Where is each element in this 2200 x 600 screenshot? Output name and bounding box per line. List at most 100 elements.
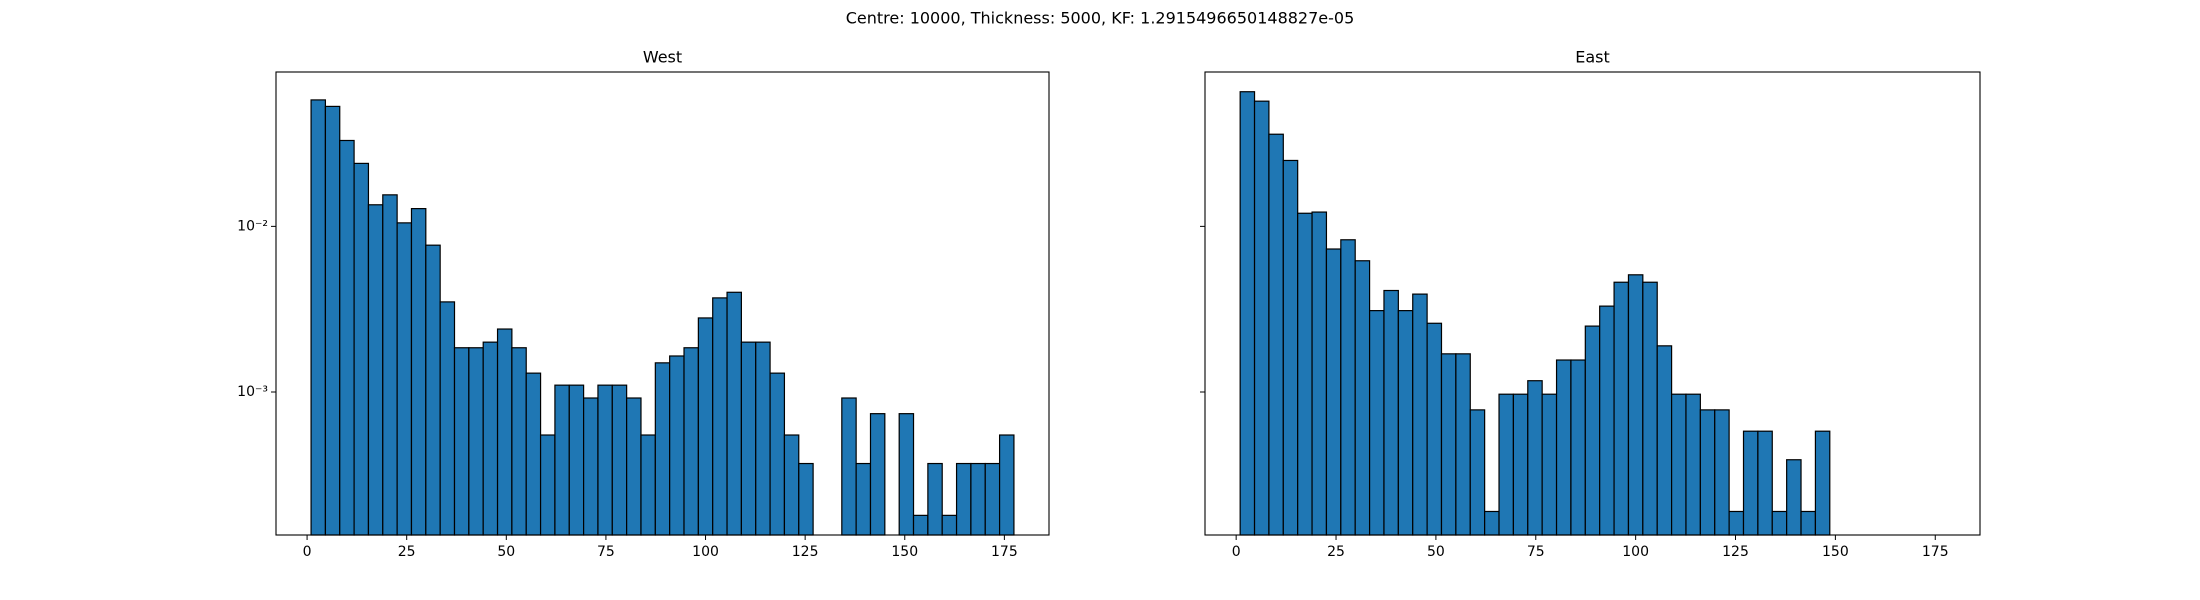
bar xyxy=(697,317,714,536)
bar xyxy=(755,341,771,536)
bar xyxy=(640,434,656,536)
bar xyxy=(1714,409,1730,536)
bar xyxy=(1728,510,1745,536)
bar xyxy=(425,244,441,536)
x-tick-label: 100 xyxy=(692,544,719,560)
bar xyxy=(1368,310,1385,536)
bar xyxy=(1397,310,1414,536)
x-tick-label: 100 xyxy=(1622,544,1649,560)
x-tick-label: 50 xyxy=(497,544,515,560)
bar xyxy=(1340,239,1356,536)
bar xyxy=(1426,322,1443,536)
bar xyxy=(1297,212,1313,536)
bar xyxy=(1455,353,1471,536)
axes-frame xyxy=(275,71,1050,536)
bar xyxy=(869,413,886,536)
bar xyxy=(468,347,484,536)
bar xyxy=(583,397,599,536)
bar xyxy=(496,328,513,536)
bar xyxy=(669,355,685,536)
bar xyxy=(798,462,814,536)
bar xyxy=(712,297,728,536)
x-tick-label: 125 xyxy=(1722,544,1749,560)
bar xyxy=(511,347,527,536)
bar xyxy=(396,222,413,536)
bar xyxy=(568,384,585,536)
bar xyxy=(783,434,800,536)
bar xyxy=(740,341,757,536)
bar xyxy=(1613,281,1630,536)
bar xyxy=(998,434,1015,536)
y-tick-label: 10⁻³ xyxy=(237,384,268,400)
bar xyxy=(841,397,857,536)
bar xyxy=(1814,430,1831,536)
bar xyxy=(855,462,872,536)
bar xyxy=(769,372,786,536)
bar xyxy=(439,301,456,536)
bar xyxy=(1555,359,1572,536)
bar xyxy=(1685,393,1701,536)
x-tick-label: 50 xyxy=(1427,544,1445,560)
axes-title: West xyxy=(643,48,682,67)
bar xyxy=(654,362,671,536)
bar xyxy=(898,413,915,536)
bar xyxy=(927,462,943,536)
bar xyxy=(1469,409,1486,536)
bar xyxy=(683,347,699,536)
bar xyxy=(382,194,398,536)
bar xyxy=(525,372,542,536)
bar xyxy=(726,291,742,536)
axes-title: East xyxy=(1575,48,1610,67)
x-tick-label: 175 xyxy=(991,544,1018,560)
bar xyxy=(1541,393,1558,536)
x-tick-label: 150 xyxy=(1822,544,1849,560)
bar xyxy=(984,462,1001,536)
bar xyxy=(912,514,929,536)
bar xyxy=(353,162,370,536)
bar xyxy=(970,462,986,536)
bar xyxy=(1642,281,1658,536)
bar xyxy=(1599,305,1615,536)
bar xyxy=(1268,133,1284,536)
bar xyxy=(1440,353,1457,536)
bar xyxy=(554,384,570,536)
x-tick-label: 75 xyxy=(597,544,615,560)
bar xyxy=(1757,430,1773,536)
bar xyxy=(1699,409,1716,536)
x-tick-label: 25 xyxy=(1327,544,1345,560)
axes-frame xyxy=(1204,71,1981,536)
bar xyxy=(1627,274,1644,536)
bar xyxy=(1383,289,1399,536)
bar xyxy=(310,99,327,536)
bar xyxy=(1527,380,1543,536)
x-tick-label: 25 xyxy=(398,544,416,560)
bar xyxy=(1354,260,1371,536)
bar xyxy=(1253,100,1270,536)
bar xyxy=(1512,393,1529,536)
bar xyxy=(339,139,355,536)
bar xyxy=(1656,345,1673,536)
bar xyxy=(1498,393,1515,536)
x-tick-label: 150 xyxy=(891,544,918,560)
bar xyxy=(611,384,628,536)
bar xyxy=(1570,359,1586,536)
bar xyxy=(1412,293,1428,536)
bar xyxy=(941,514,958,536)
bar xyxy=(453,347,470,536)
x-tick-label: 75 xyxy=(1527,544,1545,560)
bar xyxy=(1325,248,1342,536)
bar xyxy=(1311,211,1328,536)
bar xyxy=(410,208,427,536)
x-tick-label: 0 xyxy=(1232,544,1241,560)
bar xyxy=(626,397,642,536)
bar xyxy=(1742,430,1759,536)
bar xyxy=(1282,159,1299,536)
bar xyxy=(1800,510,1817,536)
bar xyxy=(1584,325,1601,536)
bar xyxy=(539,434,556,536)
bar xyxy=(482,341,499,536)
x-tick-label: 0 xyxy=(303,544,312,560)
bar xyxy=(367,204,384,536)
